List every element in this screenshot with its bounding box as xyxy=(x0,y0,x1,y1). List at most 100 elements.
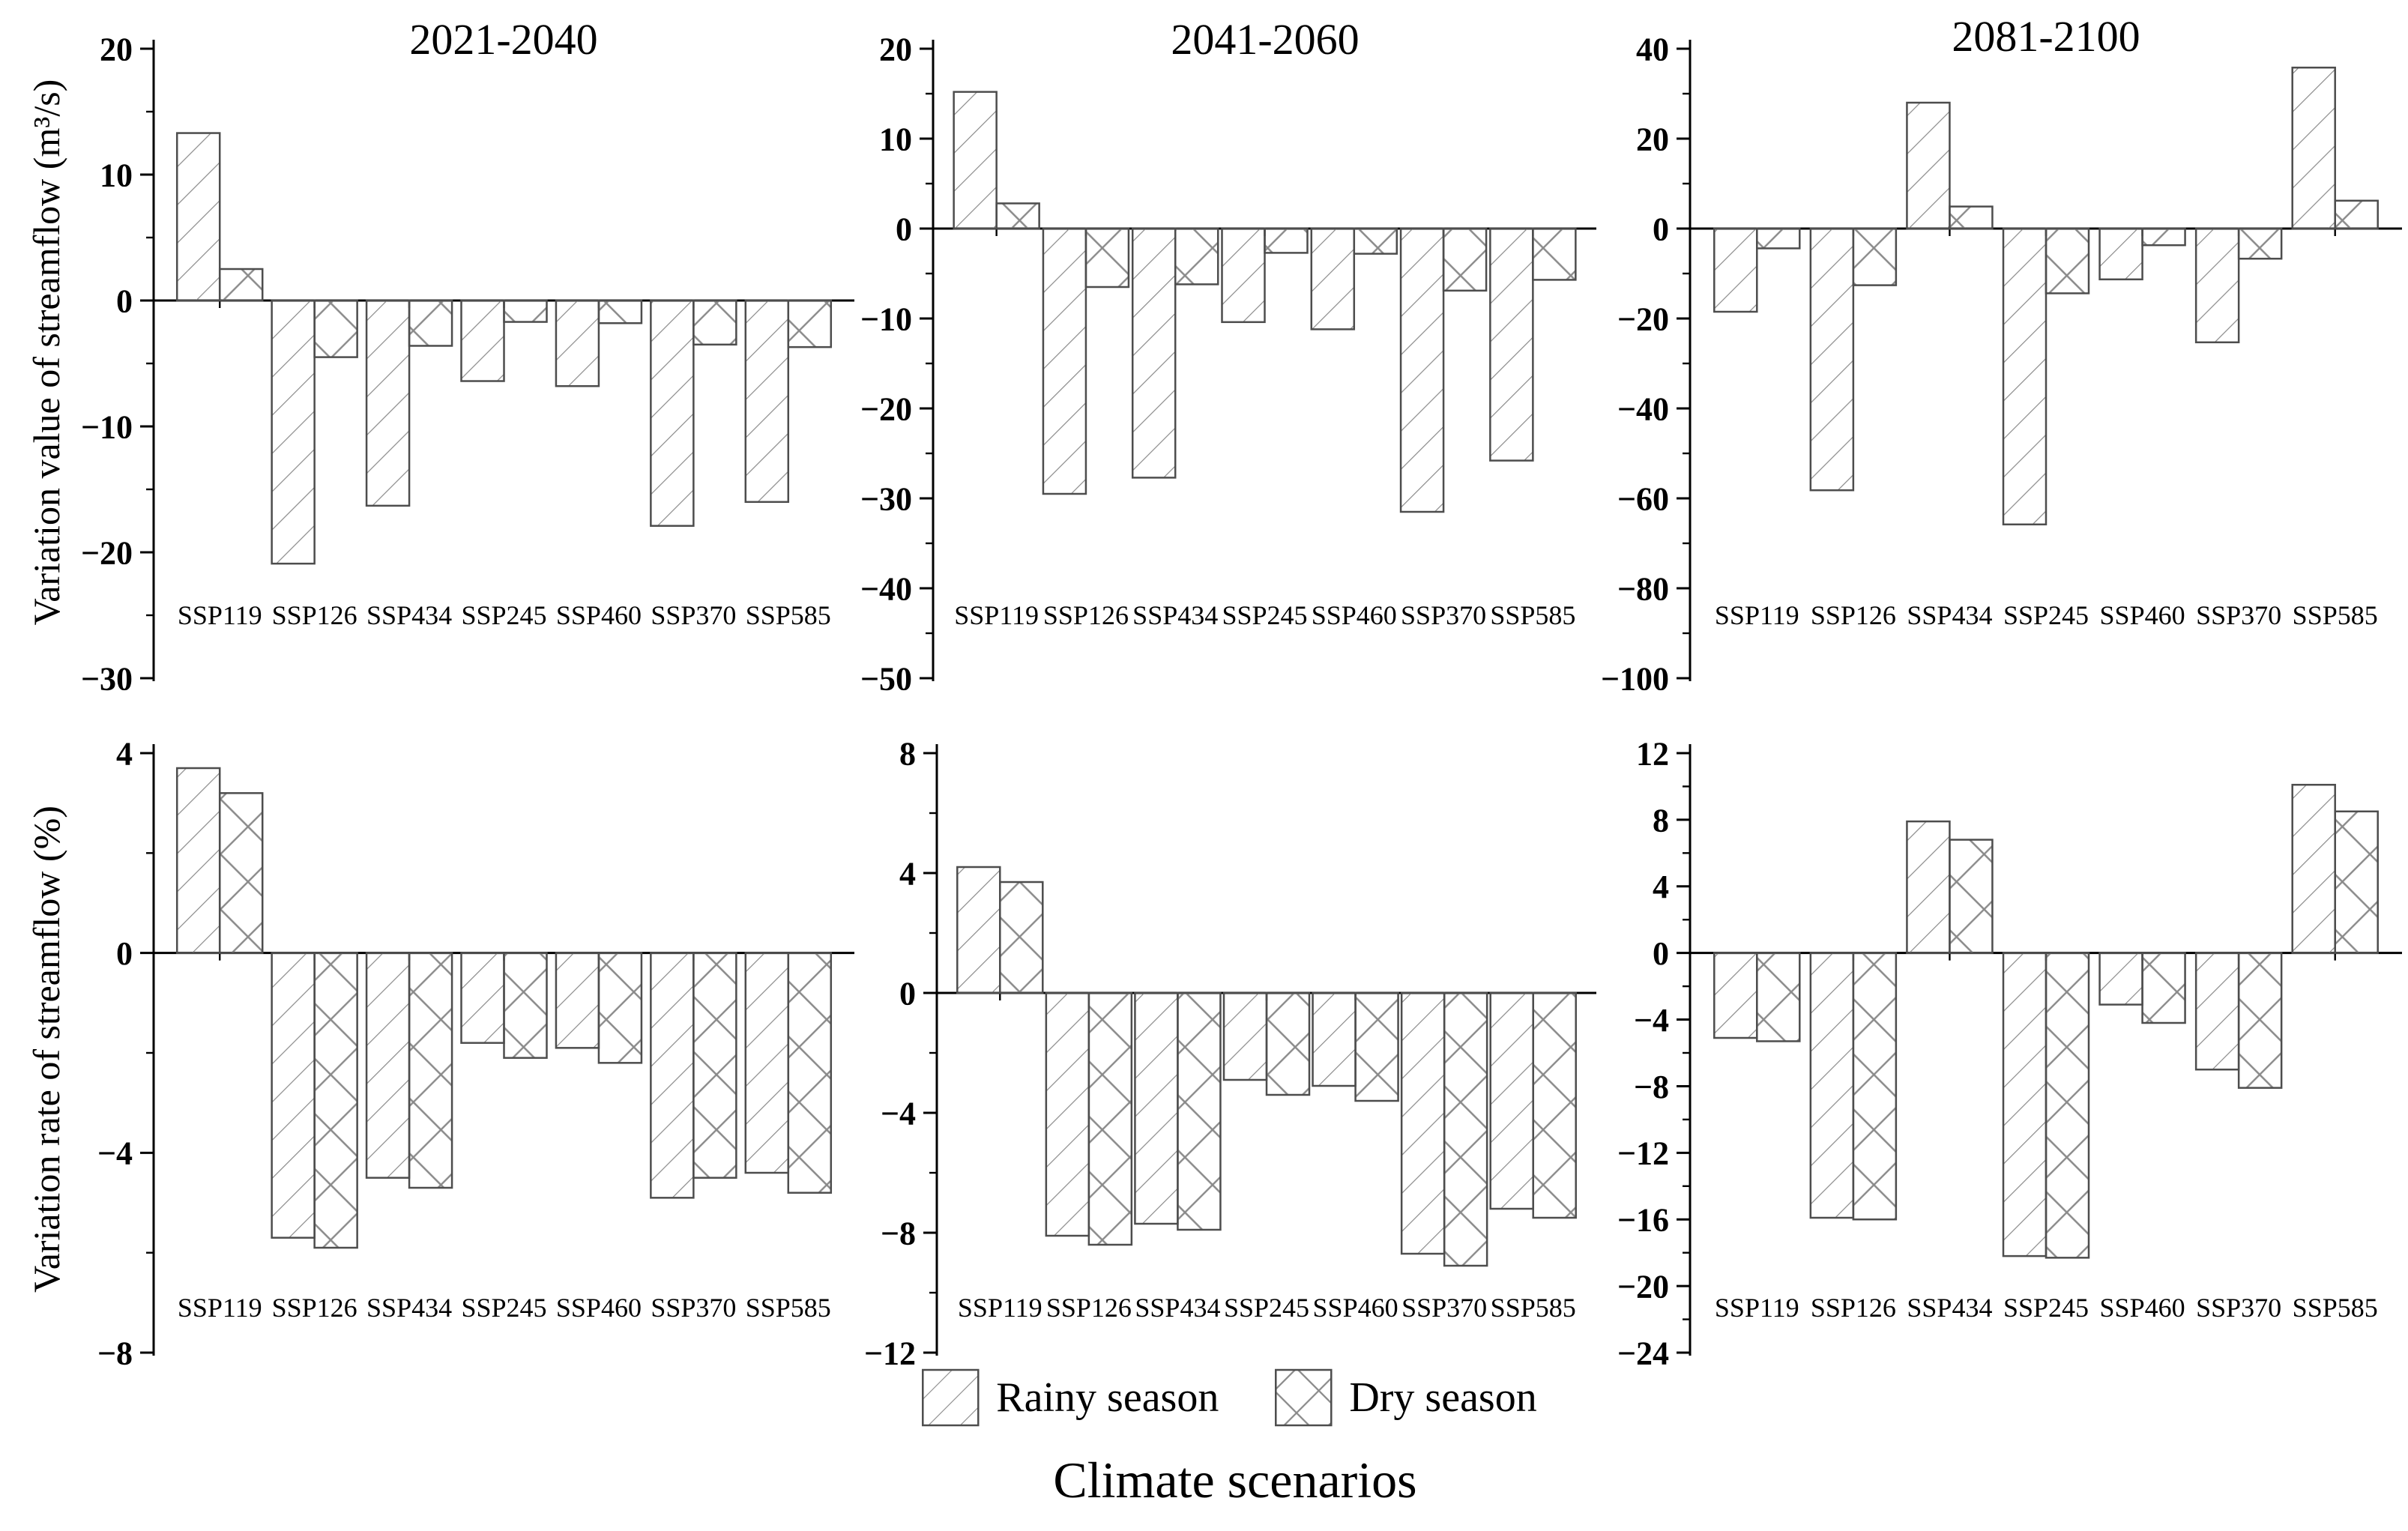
category-label: SSP245 xyxy=(2003,1293,2089,1323)
y-tick-label: 20 xyxy=(1636,121,1669,157)
y-tick-label: 12 xyxy=(1636,735,1669,772)
category-label: SSP119 xyxy=(1715,600,1799,630)
subplot-top-right: 40 20 0 −20 −40 −60 −80 −100 SSP119 SSP126 SSP434 S… xyxy=(1601,31,2402,697)
category-label: SSP585 xyxy=(746,600,831,630)
bar-rainy-SSP245 xyxy=(460,299,505,382)
category-label: SSP585 xyxy=(1491,1293,1576,1323)
bar-rainy-SSP370 xyxy=(2194,227,2240,344)
bar-dry-SSP585 xyxy=(1532,991,1577,1219)
y-tick-label: −100 xyxy=(1601,660,1669,697)
bar-dry-SSP370 xyxy=(692,952,737,1179)
bar-rainy-SSP585 xyxy=(1489,227,1534,462)
category-label: SSP245 xyxy=(1222,600,1307,630)
y-tick-label: −4 xyxy=(97,1135,133,1172)
y-tick-label: −30 xyxy=(860,480,912,517)
y-tick-label: 4 xyxy=(1653,869,1669,905)
y-tick-label: 4 xyxy=(116,735,133,772)
bar-rainy-SSP460 xyxy=(2098,227,2143,281)
bar-dry-SSP585 xyxy=(1532,227,1577,281)
bar-dry-SSP245 xyxy=(503,952,548,1059)
category-label: SSP126 xyxy=(1811,600,1896,630)
y-tick-label: −20 xyxy=(860,390,912,427)
bar-dry-SSP126 xyxy=(313,299,358,358)
bar-rainy-SSP119 xyxy=(175,767,221,954)
subplot-bottom-left: 4 0 −4 −8 SSP119 SSP126 SSP434 SSP245 SSP460 SSP3… xyxy=(97,735,854,1371)
y-tick-label: −20 xyxy=(1617,301,1669,337)
category-label: SSP460 xyxy=(1313,1293,1398,1323)
y-tick-label: −8 xyxy=(97,1335,133,1371)
category-label: SSP434 xyxy=(1907,1293,1992,1323)
legend-item-dry: Dry season xyxy=(1274,1368,1537,1427)
category-label: SSP370 xyxy=(1401,600,1486,630)
y-tick-label: −60 xyxy=(1617,480,1669,517)
y-tick-label: −8 xyxy=(1634,1069,1669,1105)
bar-rainy-SSP119 xyxy=(956,866,1001,994)
category-label: SSP434 xyxy=(366,1293,452,1323)
dry-season-swatch-icon xyxy=(1275,1368,1333,1427)
y-tick-label: 0 xyxy=(896,211,912,247)
y-tick-label: −50 xyxy=(860,660,912,697)
bar-rainy-SSP585 xyxy=(744,299,790,504)
bar-rainy-SSP434 xyxy=(1906,101,1951,230)
category-label: SSP126 xyxy=(1046,1293,1132,1323)
bar-dry-SSP245 xyxy=(503,299,548,323)
bar-rainy-SSP585 xyxy=(1489,991,1534,1210)
category-label: SSP119 xyxy=(954,600,1039,630)
subplot-top-left: 20 10 0 −10 −20 −30 SSP119 SSP126 SSP434 SSP245 SS… xyxy=(81,31,854,697)
y-tick-label: 0 xyxy=(116,283,133,319)
category-label: SSP370 xyxy=(1401,1293,1487,1323)
bar-rainy-SSP585 xyxy=(2291,783,2336,954)
panel-title-2021-2040: 2021-2040 xyxy=(409,15,598,64)
bar-dry-SSP126 xyxy=(1852,952,1898,1221)
bar-rainy-SSP126 xyxy=(271,299,316,565)
y-tick-label: −4 xyxy=(1634,1002,1669,1039)
bar-rainy-SSP126 xyxy=(1809,227,1855,492)
category-label: SSP434 xyxy=(1132,600,1218,630)
category-label: SSP119 xyxy=(178,600,262,630)
legend-label-rainy: Rainy season xyxy=(996,1374,1219,1421)
y-tick-label: 0 xyxy=(1653,211,1669,247)
bar-rainy-SSP126 xyxy=(1042,227,1087,495)
y-tick-label: −20 xyxy=(1617,1269,1669,1305)
y-tick-label: −12 xyxy=(1617,1135,1669,1172)
bar-rainy-SSP119 xyxy=(175,132,221,302)
bar-rainy-SSP245 xyxy=(2002,952,2048,1257)
bar-rainy-SSP460 xyxy=(1312,991,1357,1087)
bar-dry-SSP119 xyxy=(1756,952,1801,1042)
bar-dry-SSP126 xyxy=(1852,227,1898,286)
bar-dry-SSP370 xyxy=(692,299,737,346)
category-label: SSP126 xyxy=(272,600,357,630)
bar-dry-SSP460 xyxy=(1353,227,1398,255)
bar-dry-SSP434 xyxy=(1177,991,1222,1231)
bar-rainy-SSP119 xyxy=(1713,227,1758,313)
y-tick-label: −10 xyxy=(81,408,133,445)
category-label: SSP245 xyxy=(461,1293,546,1323)
category-label: SSP119 xyxy=(1715,1293,1799,1323)
category-label: SSP126 xyxy=(272,1293,357,1323)
y-tick-label: −40 xyxy=(1617,390,1669,427)
category-label: SSP434 xyxy=(1907,600,1992,630)
bar-rainy-SSP245 xyxy=(2002,227,2048,526)
bar-rainy-SSP126 xyxy=(271,952,316,1239)
bar-rainy-SSP126 xyxy=(1045,991,1090,1237)
category-label: SSP126 xyxy=(1811,1293,1896,1323)
category-label: SSP119 xyxy=(958,1293,1042,1323)
category-label: SSP434 xyxy=(1135,1293,1220,1323)
category-label: SSP245 xyxy=(1224,1293,1309,1323)
category-label: SSP119 xyxy=(178,1293,262,1323)
bar-rainy-SSP434 xyxy=(365,952,411,1179)
category-label: SSP245 xyxy=(2003,600,2089,630)
bar-dry-SSP585 xyxy=(787,952,833,1194)
y-tick-label: 8 xyxy=(899,735,916,772)
y-tick-label: −8 xyxy=(881,1215,916,1251)
bar-dry-SSP245 xyxy=(1265,991,1311,1096)
bar-rainy-SSP460 xyxy=(555,952,600,1049)
bar-dry-SSP245 xyxy=(2045,952,2090,1259)
bar-dry-SSP119 xyxy=(1756,227,1801,250)
bar-rainy-SSP434 xyxy=(1906,820,1951,954)
bar-dry-SSP370 xyxy=(2237,952,2283,1089)
bar-dry-SSP245 xyxy=(1264,227,1309,254)
bar-rainy-SSP370 xyxy=(1399,227,1445,513)
